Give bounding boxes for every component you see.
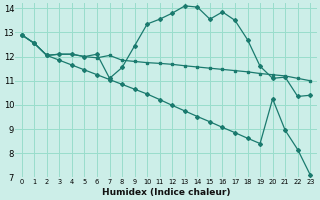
X-axis label: Humidex (Indice chaleur): Humidex (Indice chaleur) — [102, 188, 230, 197]
